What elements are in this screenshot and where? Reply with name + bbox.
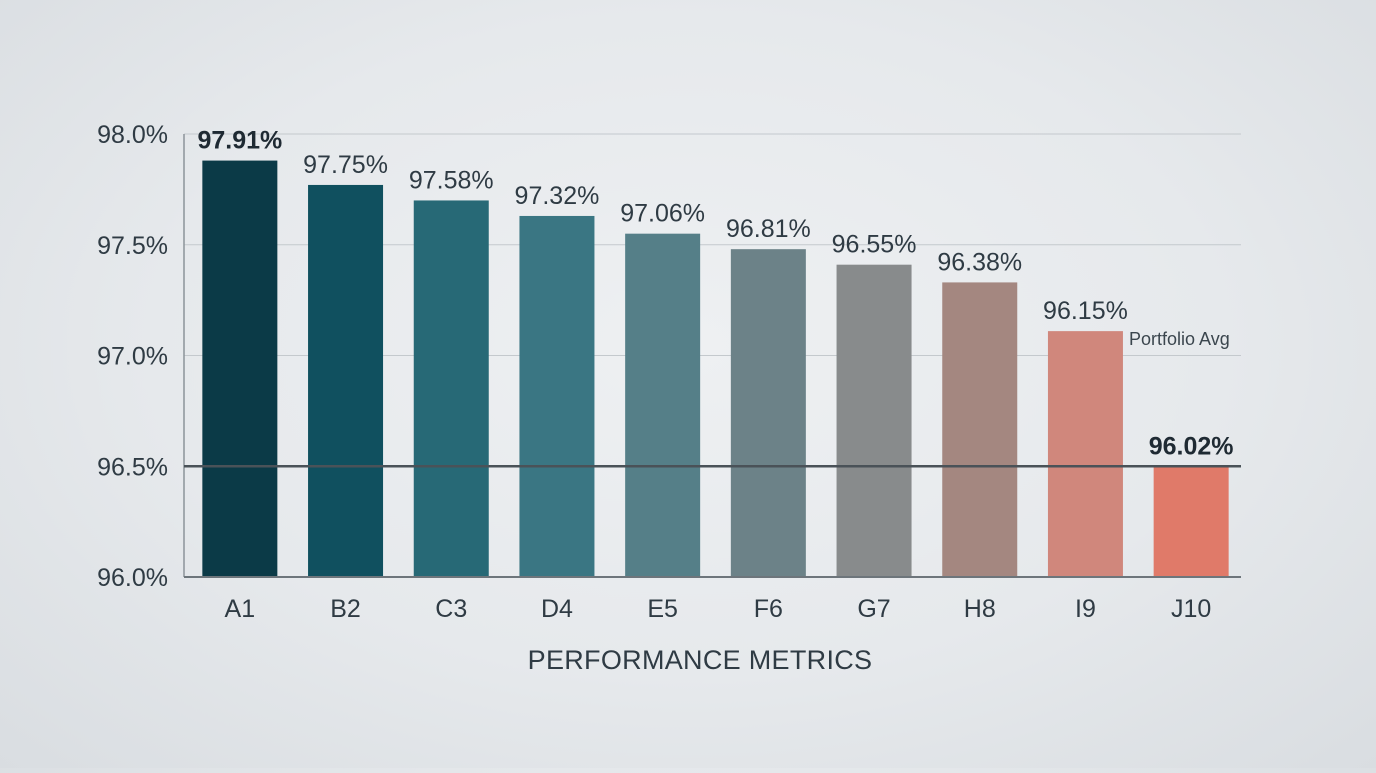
bar-j10 — [1153, 466, 1229, 577]
bar-e5 — [625, 233, 701, 578]
x-tick-label: D4 — [541, 595, 573, 623]
x-tick-label: B2 — [330, 595, 361, 623]
bar-c3 — [413, 200, 489, 577]
data-label: 96.38% — [937, 248, 1022, 276]
bar-a1 — [202, 160, 278, 577]
data-label: 97.91% — [197, 127, 282, 155]
bar-i9 — [1047, 331, 1123, 577]
bar-f6 — [730, 249, 806, 577]
y-tick-label: 96.0% — [97, 564, 168, 592]
x-tick-label: H8 — [964, 595, 996, 623]
data-label: 96.81% — [726, 215, 811, 243]
data-label: 97.06% — [620, 200, 705, 228]
bar-d4 — [519, 215, 595, 577]
x-tick-label: C3 — [435, 595, 467, 623]
data-label: 96.02% — [1149, 432, 1234, 460]
data-label: 97.58% — [409, 166, 494, 194]
y-tick-label: 97.0% — [97, 343, 168, 371]
y-tick-label: 96.5% — [97, 453, 168, 481]
data-label: 97.75% — [303, 151, 388, 179]
reference-line-label: Portfolio Avg — [1129, 329, 1230, 349]
x-tick-label: F6 — [754, 595, 783, 623]
bar-b2 — [308, 184, 384, 577]
x-tick-label: G7 — [857, 595, 890, 623]
bar-g7 — [836, 264, 912, 577]
data-label: 97.32% — [515, 182, 600, 210]
y-tick-label: 97.5% — [97, 232, 168, 260]
x-tick-label: A1 — [225, 595, 256, 623]
x-axis-label: PERFORMANCE METRICS — [527, 645, 873, 675]
x-tick-label: J10 — [1171, 595, 1211, 623]
data-label: 96.55% — [832, 231, 917, 259]
x-tick-label: I9 — [1075, 595, 1096, 623]
data-label: 96.15% — [1043, 297, 1128, 325]
bar-h8 — [942, 282, 1018, 577]
y-tick-label: 98.0% — [97, 121, 168, 149]
x-tick-label: E5 — [647, 595, 678, 623]
